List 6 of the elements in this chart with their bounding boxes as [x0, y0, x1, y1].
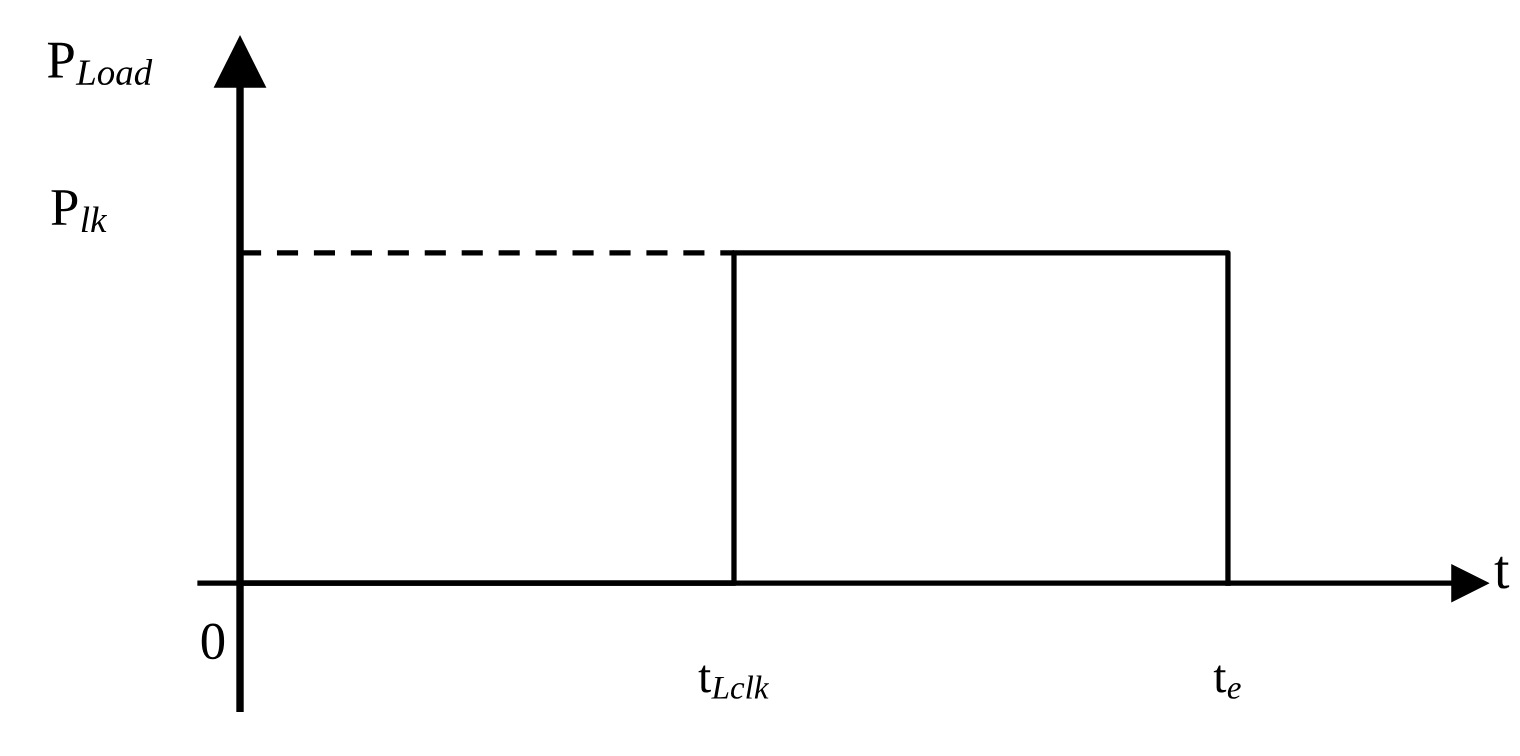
text: P$_{lk}$ — [51, 190, 107, 233]
x-tick-label: t$_{e}$ — [1213, 665, 1241, 699]
x-tick-label: t$_{Lclk}$ — [698, 665, 769, 699]
x-axis-title: t — [1494, 556, 1510, 589]
text: 0 — [201, 623, 225, 660]
y-axis-title: P$_{Load}$ — [47, 42, 153, 86]
